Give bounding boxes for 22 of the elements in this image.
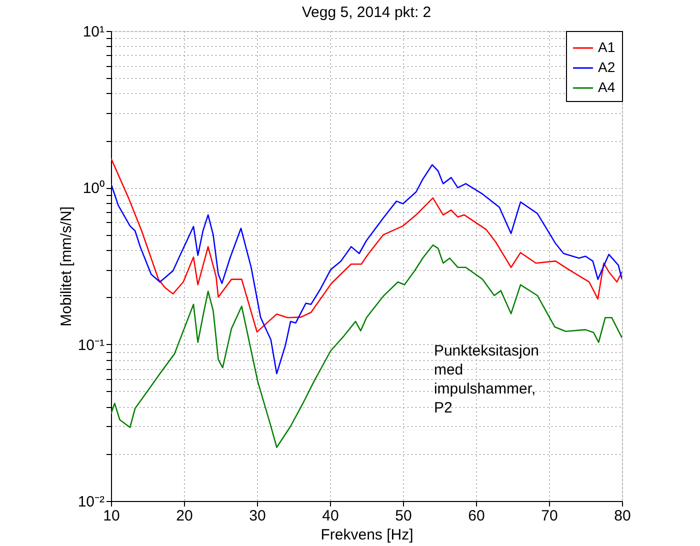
annotation: Punkteksitasjon med impulshammer, P2 — [434, 342, 540, 417]
x-tick-label: 70 — [541, 508, 558, 524]
y-axis-title: Mobilitet [mm/s/N] — [58, 206, 75, 327]
x-tick-label: 80 — [614, 508, 631, 524]
y-tick-label: 10¹ — [82, 24, 104, 40]
line-series — [111, 164, 622, 374]
x-tick-label: 50 — [395, 508, 412, 524]
y-tick-label: 10⁻¹ — [78, 336, 104, 354]
legend-label: A4 — [598, 79, 616, 95]
line-series — [111, 158, 622, 333]
legend-label: A1 — [598, 39, 616, 55]
x-tick-label: 60 — [468, 508, 485, 524]
line-series — [111, 244, 622, 448]
y-tick-label: 10⁻² — [78, 494, 104, 510]
x-axis-title: Frekvens [Hz] — [320, 526, 414, 544]
x-tick-label: 40 — [322, 508, 339, 524]
x-tick-label: 20 — [176, 508, 193, 524]
legend-label: A2 — [598, 59, 616, 75]
x-tick-label: 30 — [249, 508, 266, 524]
y-tick-label: 10⁰ — [82, 180, 104, 198]
chart-title: Vegg 5, 2014 pkt: 2 — [302, 4, 432, 21]
x-tick-label: 10 — [103, 508, 120, 524]
